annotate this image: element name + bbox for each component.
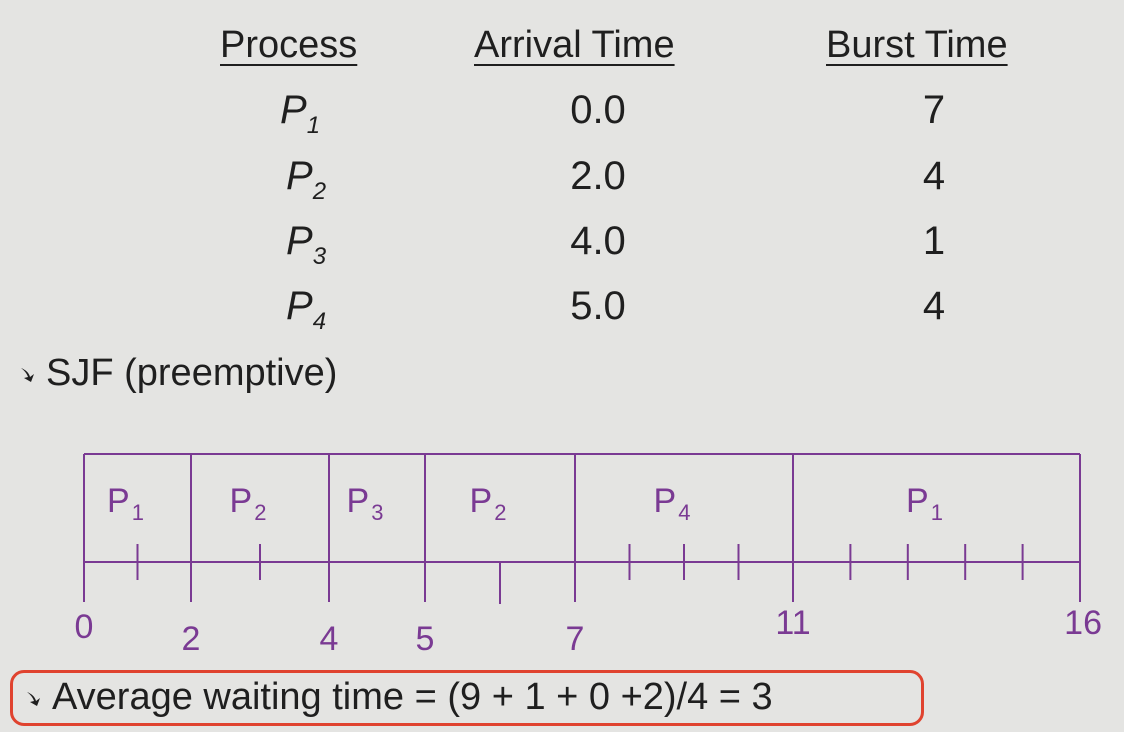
gantt-segment-label: P1 [906,482,943,525]
burst-value: 4 [922,154,946,198]
gantt-time-label: 11 [775,604,810,642]
gantt-time-label: 5 [416,620,435,658]
header-process: Process [220,24,358,66]
gantt-segment-label: P2 [230,482,267,525]
gantt-time-label: 4 [320,620,339,658]
gantt-time-label: 0 [75,608,94,646]
highlight-box [10,670,924,726]
process-name: P3 [286,219,327,270]
burst-value: 4 [922,284,946,328]
average-waiting-time: Average waiting time = (9 + 1 + 0 +2)/4 … [52,676,773,718]
arrival-value: 4.0 [570,219,626,263]
gantt-segment-label: P4 [654,482,691,525]
bullet-arrow-icon [21,367,34,382]
process-name: P2 [286,154,327,205]
bullet-average-waiting: Average waiting time = (9 + 1 + 0 +2)/4 … [24,676,773,719]
gantt-segment-label: P1 [107,482,144,525]
burst-value: 7 [922,88,946,132]
header-arrival-time: Arrival Time [474,24,675,66]
header-burst-time: Burst Time [826,24,1008,66]
gantt-segment-label: P3 [347,482,384,525]
gantt-time-label: 7 [566,620,585,658]
arrival-value: 2.0 [570,154,626,198]
burst-value: 1 [922,219,946,263]
gantt-time-label: 2 [182,620,201,658]
process-name: P4 [286,284,327,335]
bullet-sjf: SJF (preemptive) [18,352,337,395]
sjf-label: SJF (preemptive) [46,352,338,394]
gantt-segment-label: P2 [470,482,507,525]
arrival-value: 5.0 [570,284,626,328]
process-name: P1 [280,88,321,139]
gantt-time-label: 16 [1064,604,1102,642]
bullet-arrow-icon [27,691,40,706]
arrival-value: 0.0 [570,88,626,132]
